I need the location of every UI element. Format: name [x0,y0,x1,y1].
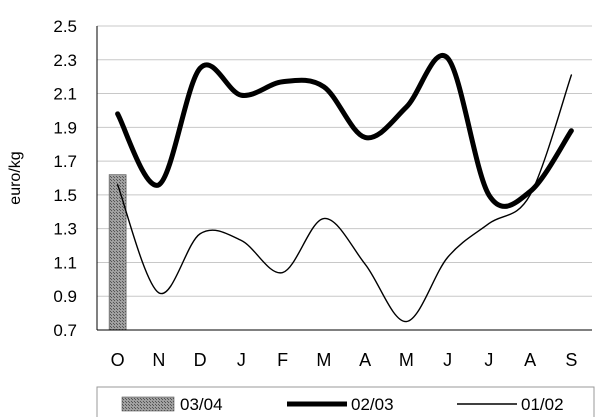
y-tick-label: 1.5 [53,186,77,205]
y-tick-label: 0.9 [53,287,77,306]
bars-03-04 [108,174,127,331]
x-tick-label: A [524,350,536,370]
series-lines [115,53,574,323]
y-tick-label: 1.9 [53,118,77,137]
x-tick-label: J [484,350,493,370]
y-tick-label: 2.3 [53,51,77,70]
y-tick-label: 1.3 [53,220,77,239]
legend: 03/04 02/03 01/02 [96,386,595,417]
y-axis-ticks: 0.7 0.9 1.1 1.3 1.5 1.7 1.9 2.1 2.3 2.5 [53,17,77,340]
y-tick-label: 1.7 [53,152,77,171]
y-tick-label: 1.1 [53,253,77,272]
x-tick-label: N [152,350,165,370]
legend-label-03-04: 03/04 [180,395,223,414]
y-tick-label: 2.5 [53,17,77,36]
y-tick-label: 2.1 [53,85,77,104]
x-tick-label: F [277,350,288,370]
y-tick-label: 0.7 [53,321,77,340]
x-tick-label: S [565,350,577,370]
x-tick-label: M [316,350,331,370]
x-tick-label: O [111,350,125,370]
y-axis-label: euro/kg [7,151,24,204]
x-tick-label: J [443,350,452,370]
x-tick-label: A [359,350,371,370]
bar-03-04-O [108,174,127,331]
x-tick-label: M [399,350,414,370]
x-tick-label: J [237,350,246,370]
legend-label-01-02: 01/02 [521,395,564,414]
legend-label-02-03: 02/03 [351,395,394,414]
x-tick-label: D [194,350,207,370]
series-line-01-02 [116,74,573,323]
series-line-02-03 [115,53,574,209]
legend-swatch-03-04 [121,396,175,412]
axes [96,26,592,331]
